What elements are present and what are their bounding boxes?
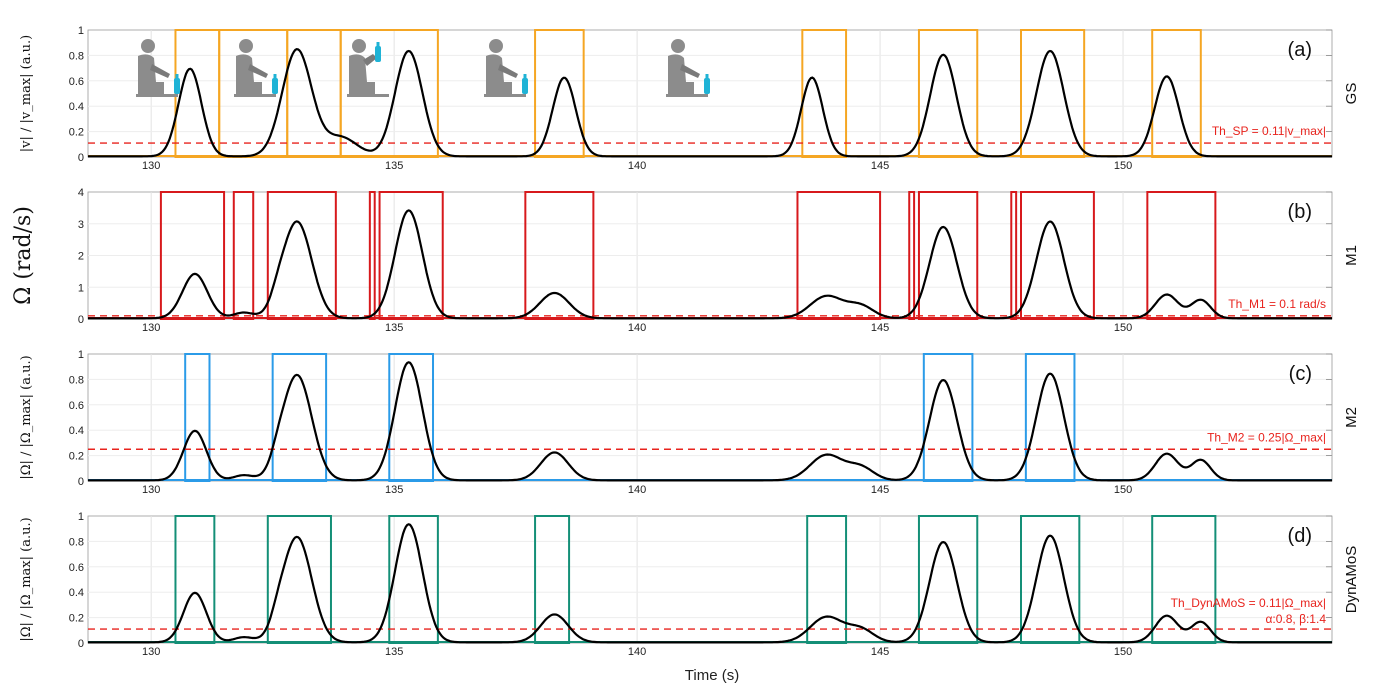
plot-frame xyxy=(87,353,1333,482)
person-rest-icon xyxy=(666,39,710,97)
threshold-sublabel: α:0.8, β:1.4 xyxy=(1265,612,1326,626)
x-tick-label: 130 xyxy=(142,646,160,658)
x-tick-label: 140 xyxy=(628,322,646,334)
method-label: GS xyxy=(1343,83,1360,105)
x-tick-label: 150 xyxy=(1114,646,1132,658)
panel-label: (b) xyxy=(1288,201,1312,223)
y-tick-label: 0.4 xyxy=(69,101,84,113)
x-tick-label: 140 xyxy=(628,484,646,496)
x-tick-label: 150 xyxy=(1114,484,1132,496)
y-tick-label: 0.2 xyxy=(69,451,84,463)
x-tick-label: 140 xyxy=(628,160,646,172)
panel-label: (a) xyxy=(1288,39,1312,61)
y-tick-label: 0.6 xyxy=(69,562,84,574)
y-tick-label: 0.2 xyxy=(69,613,84,625)
y-axis-label: |Ω| / |Ω_max| (a.u.) xyxy=(19,355,34,479)
panel-dynamos: 130 135 140 145 150 0 0.2 0.4 0.6 0.8 1 (d) DynAMoS T… xyxy=(19,511,1360,658)
x-tick-label: 130 xyxy=(142,484,160,496)
threshold-label: Th_M2 = 0.25|Ω_max| xyxy=(1207,430,1326,444)
signal-curve xyxy=(88,523,1332,644)
y-axis-label: |Ω| / |Ω_max| (a.u.) xyxy=(19,517,34,641)
y-tick-label: 0 xyxy=(78,476,84,488)
x-tick-label: 135 xyxy=(385,322,403,334)
x-tick-label: 135 xyxy=(385,646,403,658)
signal-curve xyxy=(88,361,1332,482)
x-tick-label: 150 xyxy=(1114,160,1132,172)
y-tick-label: 0.6 xyxy=(69,76,84,88)
threshold-label: Th_DynAMoS = 0.11|Ω_max| xyxy=(1171,596,1326,610)
y-axis-label: Ω (rad/s) xyxy=(11,206,36,305)
x-axis-label: Time (s) xyxy=(685,667,739,684)
y-tick-label: 0.6 xyxy=(69,400,84,412)
x-tick-label: 135 xyxy=(385,484,403,496)
x-tick-label: 150 xyxy=(1114,322,1132,334)
y-tick-label: 0.4 xyxy=(69,425,84,437)
signal-curve xyxy=(88,209,1332,320)
panel-gs: 130 135 140 145 150 0 0.2 0.4 0.6 0.8 1 (a) GS Th_SP … xyxy=(19,25,1360,172)
panel-label: (d) xyxy=(1288,525,1312,547)
y-tick-label: 1 xyxy=(78,511,84,523)
person-reach-bottle-icon xyxy=(234,39,278,97)
x-tick-label: 140 xyxy=(628,646,646,658)
y-tick-label: 1 xyxy=(78,349,84,361)
x-tick-label: 145 xyxy=(871,322,889,334)
y-tick-label: 2 xyxy=(78,251,84,263)
y-tick-label: 0.4 xyxy=(69,587,84,599)
y-tick-label: 4 xyxy=(78,187,84,199)
x-tick-label: 135 xyxy=(385,160,403,172)
y-tick-label: 0 xyxy=(78,638,84,650)
y-tick-label: 0.8 xyxy=(69,374,84,386)
x-tick-label: 130 xyxy=(142,322,160,334)
panel-m2: 130 135 140 145 150 0 0.2 0.4 0.6 0.8 1 (c) M2 Th_M2 … xyxy=(19,349,1360,496)
y-tick-label: 0 xyxy=(78,152,84,164)
method-label: M2 xyxy=(1343,407,1360,428)
y-tick-label: 1 xyxy=(78,282,84,294)
y-tick-label: 3 xyxy=(78,219,84,231)
person-bottle-icon xyxy=(136,39,180,97)
x-tick-label: 130 xyxy=(142,160,160,172)
x-tick-label: 145 xyxy=(871,646,889,658)
x-tick-label: 145 xyxy=(871,160,889,172)
signal-curve xyxy=(88,48,1332,158)
method-label: DynAMoS xyxy=(1343,546,1360,614)
threshold-label: Th_SP = 0.11|v_max| xyxy=(1212,124,1326,138)
y-tick-label: 0.2 xyxy=(69,127,84,139)
plot-frame xyxy=(87,515,1333,644)
panel-m1: 130 135 140 145 150 0 1 2 3 4 (b) M1 Th_M1 = 0.1 rad… xyxy=(11,187,1360,334)
y-tick-label: 0 xyxy=(78,314,84,326)
y-tick-label: 0.8 xyxy=(69,536,84,548)
person-place-bottle-icon xyxy=(484,39,528,97)
method-label: M1 xyxy=(1343,245,1360,266)
y-tick-label: 1 xyxy=(78,25,84,37)
panel-label: (c) xyxy=(1289,363,1312,385)
threshold-label: Th_M1 = 0.1 rad/s xyxy=(1228,297,1326,311)
y-tick-label: 0.8 xyxy=(69,50,84,62)
x-tick-label: 145 xyxy=(871,484,889,496)
y-axis-label: |v| / |v_max| (a.u.) xyxy=(19,35,34,152)
person-drink-icon xyxy=(347,39,389,97)
